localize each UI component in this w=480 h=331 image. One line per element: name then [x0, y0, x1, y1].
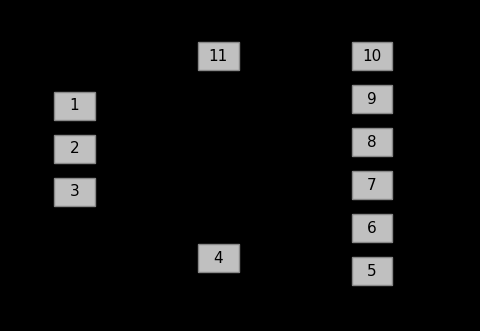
FancyBboxPatch shape [351, 258, 392, 285]
FancyBboxPatch shape [351, 42, 392, 71]
FancyBboxPatch shape [198, 42, 239, 71]
Text: 11: 11 [209, 49, 228, 64]
Text: 3: 3 [70, 184, 79, 200]
Text: 8: 8 [367, 135, 377, 150]
FancyBboxPatch shape [351, 214, 392, 242]
Text: 10: 10 [362, 49, 382, 64]
FancyBboxPatch shape [54, 135, 95, 163]
FancyBboxPatch shape [351, 85, 392, 113]
Text: 6: 6 [367, 221, 377, 236]
FancyBboxPatch shape [351, 171, 392, 199]
Text: 4: 4 [214, 251, 223, 266]
Text: 1: 1 [70, 98, 79, 114]
FancyBboxPatch shape [54, 178, 95, 206]
FancyBboxPatch shape [351, 128, 392, 157]
FancyBboxPatch shape [198, 244, 239, 272]
Text: 7: 7 [367, 178, 377, 193]
Text: 2: 2 [70, 141, 79, 157]
Text: 5: 5 [367, 264, 377, 279]
Text: 9: 9 [367, 92, 377, 107]
FancyBboxPatch shape [54, 92, 95, 120]
